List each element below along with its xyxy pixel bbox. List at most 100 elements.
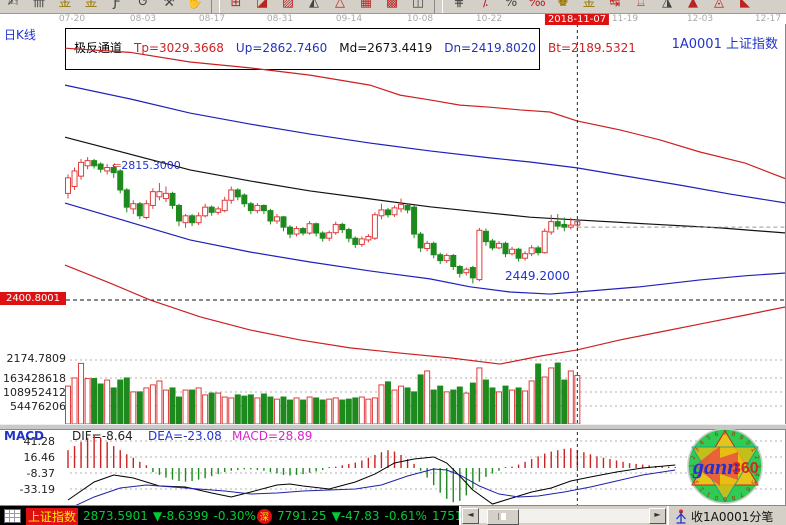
toolbar-icon[interactable]: 金 (582, 0, 596, 10)
toolbar-icon[interactable]: 卌 (32, 0, 46, 10)
channel-dn: Dn=2419.8020 (444, 41, 536, 55)
sz-change: ▼-47.83 (331, 509, 380, 523)
date-tick: 08-31 (266, 14, 294, 24)
svg-text:4: 4 (690, 471, 698, 477)
price-scale-bottom-label: 2174.7809 (6, 352, 67, 365)
svg-text:6: 6 (714, 431, 720, 439)
down-arrow-icon: ▼ (152, 509, 163, 523)
toolbar-icon[interactable]: ◫ (411, 0, 425, 10)
feed-label[interactable]: 收1A0001分笔 (691, 509, 774, 524)
sh-change: ▼-8.6399 (152, 509, 209, 523)
channel-info-box: 极反通道 Tp=3029.3668 Up=2862.7460 Md=2673.4419… (65, 28, 636, 70)
low-price-label: 2449.2000 (505, 269, 570, 283)
svg-text:2: 2 (753, 455, 761, 461)
channel-md: Md=2673.4419 (339, 41, 433, 55)
svg-text:0: 0 (744, 439, 752, 447)
sz-change-pct: -0.61% (384, 509, 427, 523)
date-tick: 08-17 (198, 14, 226, 24)
svg-text:1: 1 (705, 490, 712, 498)
macd-value-label: MACD=28.89 (232, 429, 313, 443)
toolbar-icon[interactable]: ▦ (359, 0, 373, 10)
panel-divider (0, 424, 786, 430)
toolbar-icon[interactable]: ▲ (688, 0, 698, 10)
peak-price-label: ⇐2815.3000 (112, 159, 181, 172)
svg-text:9: 9 (723, 495, 727, 502)
svg-text:7: 7 (738, 490, 745, 498)
toolbar-icon[interactable]: Ƒ (113, 0, 121, 10)
sh-index-badge[interactable]: 上证指数 (26, 507, 79, 525)
toolbar-icon[interactable]: ‰ (528, 0, 546, 10)
toolbar-icon[interactable]: ↹ (609, 0, 621, 10)
macd-scale-4: -33.19 (19, 483, 55, 496)
date-tick: 09-14 (335, 14, 363, 24)
svg-text:8: 8 (730, 494, 736, 502)
toolbar-icon[interactable]: ▩ (385, 0, 399, 10)
svg-text:9: 9 (738, 434, 745, 442)
toolbar-icon[interactable]: ⋕ (453, 0, 465, 10)
scrollbar-track[interactable] (479, 509, 649, 525)
toolbar-icon[interactable]: % (504, 0, 518, 10)
toolbar-separator (434, 0, 443, 13)
toolbar-icon[interactable]: ◭ (309, 0, 319, 10)
logo-text-360: 360 (732, 460, 759, 477)
toolbar-icon[interactable]: ▨ (281, 0, 295, 10)
toolbar-icon[interactable]: ♖ (635, 0, 647, 10)
toolbar-icon[interactable]: ⁒ (482, 0, 488, 10)
horizontal-scrollbar[interactable]: ◄ ► (459, 506, 667, 525)
svg-text:4: 4 (698, 439, 706, 447)
macd-scale-1: 41.28 (23, 435, 56, 448)
svg-text:0: 0 (714, 493, 720, 501)
date-tick: 10-08 (406, 14, 434, 24)
svg-text:2: 2 (698, 485, 706, 493)
svg-text:5: 5 (749, 479, 757, 486)
toolbar-icon[interactable]: ◣ (740, 0, 750, 10)
toolbar-icon[interactable]: ↺ (137, 0, 149, 10)
sz-price: 7791.25 (276, 509, 327, 523)
svg-text:4: 4 (752, 472, 760, 478)
toolbar-icon[interactable]: ✍ (7, 0, 19, 10)
scrollbar-thumb[interactable] (487, 509, 519, 525)
channel-up: Up=2862.7460 (235, 41, 328, 55)
mode-label[interactable]: 日K线 (4, 28, 36, 42)
dea-value-label: DEA=-23.08 (148, 429, 222, 443)
date-tick: 11-19 (611, 14, 639, 24)
toolbar-icon[interactable]: ✋ (186, 0, 204, 10)
macd-scale-3: -8.37 (26, 467, 55, 480)
channel-bt: Bt=2189.5321 (548, 41, 636, 55)
date-tick: 07-20 (58, 14, 86, 24)
quote-grid-icon[interactable] (4, 509, 21, 523)
toolbar-icon[interactable]: △ (335, 0, 345, 10)
svg-text:8: 8 (731, 431, 737, 439)
volume-scale-1: 163428618 (3, 372, 66, 385)
scroll-left-button[interactable]: ◄ (462, 508, 479, 524)
svg-text:7: 7 (723, 430, 727, 437)
toolbar-icon[interactable]: ◪ (255, 0, 269, 10)
toolbar-icon[interactable]: ♚ (557, 0, 569, 10)
macd-scale-2: 16.46 (23, 451, 56, 464)
scroll-right-button[interactable]: ► (649, 508, 666, 524)
volume-scale-2: 108952412 (3, 386, 66, 399)
date-tick: 12-17 (754, 14, 782, 24)
toolbar-icon[interactable]: ◮ (662, 0, 672, 10)
toolbar-separator (211, 0, 220, 13)
svg-text:3: 3 (693, 446, 701, 453)
date-tick: 10-22 (475, 14, 503, 24)
symbol-code: 1A0001 (671, 37, 722, 52)
date-tick: 12-03 (686, 14, 714, 24)
svg-text:1: 1 (749, 446, 757, 453)
svg-text:1: 1 (689, 464, 696, 468)
channel-tp: Tp=3029.3668 (134, 41, 224, 55)
toolbar-icon[interactable]: 金 (58, 0, 72, 10)
macd-panel-title[interactable]: MACD (4, 429, 44, 443)
toolbar-icon[interactable]: ◬ (714, 0, 724, 10)
sz-index-badge[interactable]: 深 (256, 508, 272, 524)
level-price-tag: 2400.8001 (0, 292, 66, 305)
status-bar: 上证指数 2873.5901 ▼-8.6399 -0.30% 深 7791.25… (0, 505, 786, 525)
svg-text:3: 3 (754, 464, 761, 468)
toolbar-icon[interactable]: ⊞ (230, 0, 242, 10)
volume-scale-3: 54476206 (10, 400, 66, 413)
toolbar-icon[interactable]: ⚒ (163, 0, 175, 10)
down-arrow-icon: ▼ (331, 509, 341, 523)
toolbar-icon[interactable]: 金 (84, 0, 98, 10)
